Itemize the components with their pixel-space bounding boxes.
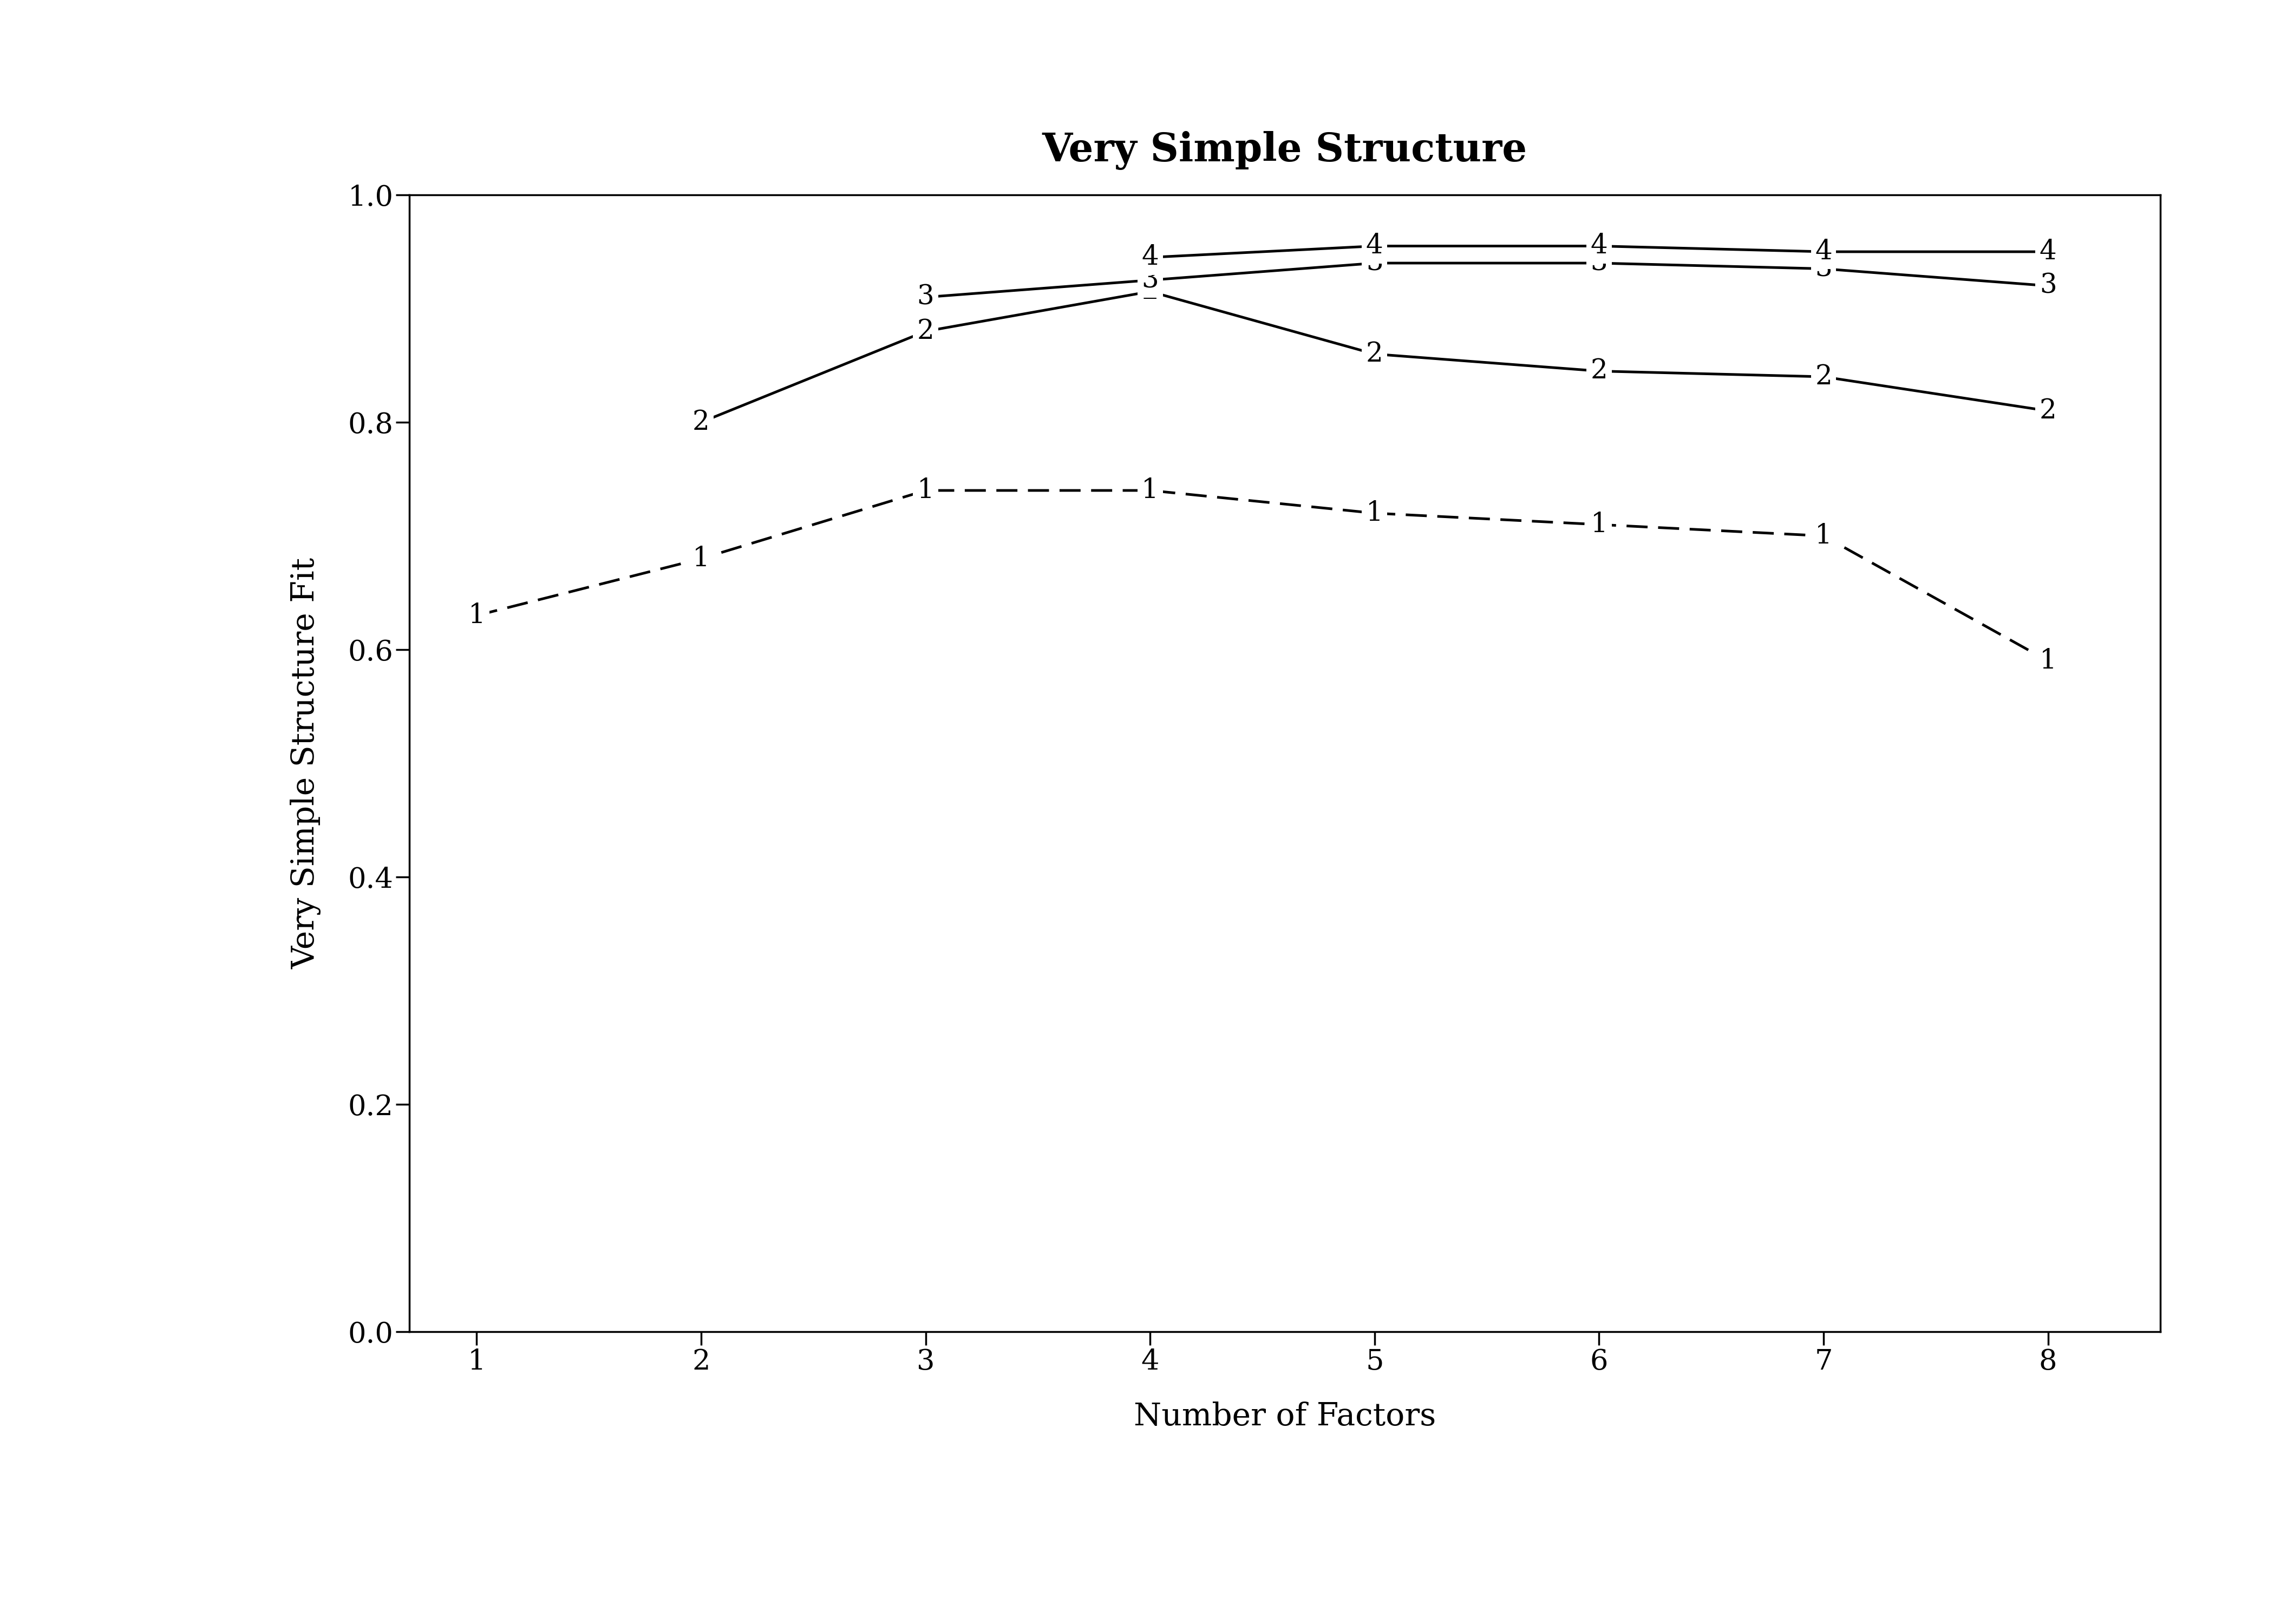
Text: 3: 3 [1815, 255, 1833, 283]
X-axis label: Number of Factors: Number of Factors [1135, 1402, 1435, 1432]
Text: 1: 1 [1142, 477, 1160, 503]
Text: 1: 1 [2040, 648, 2056, 674]
Text: 1: 1 [694, 546, 709, 572]
Text: 2: 2 [1142, 278, 1160, 305]
Text: 1: 1 [1367, 500, 1383, 526]
Text: 2: 2 [694, 409, 709, 435]
Text: 1: 1 [1815, 523, 1833, 549]
Title: Very Simple Structure: Very Simple Structure [1041, 132, 1528, 171]
Text: 1: 1 [916, 477, 935, 503]
Text: 2: 2 [1590, 357, 1608, 385]
Text: 3: 3 [1590, 250, 1608, 276]
Text: 4: 4 [1367, 232, 1383, 260]
Text: 2: 2 [916, 318, 935, 344]
Text: 2: 2 [2040, 398, 2056, 424]
Text: 3: 3 [916, 284, 935, 310]
Text: 1: 1 [1590, 512, 1608, 538]
Text: 3: 3 [1142, 266, 1160, 294]
Text: 4: 4 [1142, 244, 1160, 271]
Text: 4: 4 [1815, 239, 1833, 265]
Text: 1: 1 [468, 603, 484, 628]
Text: 3: 3 [1367, 250, 1383, 276]
Text: 2: 2 [1367, 341, 1383, 367]
Text: 4: 4 [1590, 232, 1608, 260]
Text: 3: 3 [2040, 273, 2056, 299]
Text: 2: 2 [1815, 364, 1833, 390]
Y-axis label: Very Simple Structure Fit: Very Simple Structure Fit [291, 557, 321, 970]
Text: 4: 4 [2040, 239, 2056, 265]
